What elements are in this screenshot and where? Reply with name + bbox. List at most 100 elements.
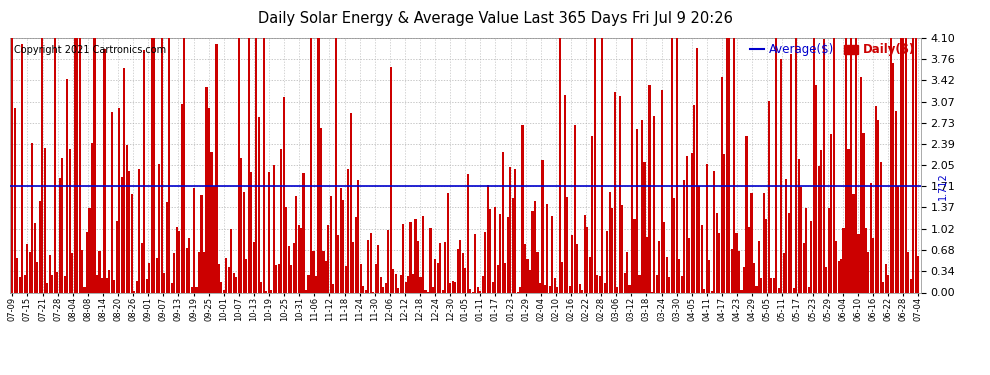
Bar <box>141 243 143 292</box>
Bar <box>892 63 894 292</box>
Bar <box>840 259 842 292</box>
Bar <box>676 38 678 292</box>
Bar <box>574 125 576 292</box>
Bar <box>175 228 177 292</box>
Bar <box>446 194 448 292</box>
Bar <box>621 205 623 292</box>
Bar <box>793 288 795 292</box>
Bar <box>111 112 113 292</box>
Bar <box>451 281 453 292</box>
Bar <box>532 211 534 292</box>
Bar <box>867 252 869 292</box>
Bar <box>188 238 190 292</box>
Bar <box>805 208 807 292</box>
Bar <box>773 278 775 292</box>
Bar <box>494 207 496 292</box>
Bar <box>81 251 83 292</box>
Bar <box>698 186 700 292</box>
Bar <box>795 38 797 292</box>
Bar <box>228 267 230 292</box>
Bar <box>407 276 409 292</box>
Bar <box>218 264 220 292</box>
Bar <box>103 48 106 292</box>
Bar <box>91 144 93 292</box>
Bar <box>121 177 123 292</box>
Bar <box>624 273 626 292</box>
Bar <box>696 48 698 292</box>
Bar <box>842 228 844 292</box>
Bar <box>668 277 670 292</box>
Bar <box>310 38 312 292</box>
Bar <box>870 183 872 292</box>
Bar <box>39 201 41 292</box>
Bar <box>430 228 432 292</box>
Bar <box>599 276 601 292</box>
Bar <box>548 286 551 292</box>
Bar <box>387 230 389 292</box>
Bar <box>629 285 631 292</box>
Bar <box>469 289 471 292</box>
Bar <box>733 38 736 292</box>
Bar <box>678 259 680 292</box>
Bar <box>134 291 136 292</box>
Bar <box>53 38 55 292</box>
Bar <box>395 274 397 292</box>
Bar <box>456 249 459 292</box>
Bar <box>198 252 200 292</box>
Bar <box>731 249 733 292</box>
Bar <box>768 100 770 292</box>
Bar <box>745 136 747 292</box>
Bar <box>338 236 340 292</box>
Text: Copyright 2021 Cartronics.com: Copyright 2021 Cartronics.com <box>15 45 166 55</box>
Bar <box>340 188 342 292</box>
Bar <box>295 196 297 292</box>
Bar <box>303 172 305 292</box>
Bar <box>845 38 847 292</box>
Bar <box>216 44 218 292</box>
Bar <box>257 117 259 292</box>
Bar <box>466 174 469 292</box>
Bar <box>614 92 616 292</box>
Bar <box>648 85 650 292</box>
Bar <box>362 286 364 292</box>
Bar <box>611 208 613 292</box>
Bar <box>153 38 155 292</box>
Bar <box>882 282 884 292</box>
Bar <box>828 208 830 292</box>
Bar <box>325 261 327 292</box>
Bar <box>203 252 205 292</box>
Bar <box>146 279 148 292</box>
Bar <box>11 38 14 292</box>
Bar <box>374 264 377 292</box>
Bar <box>168 38 170 292</box>
Bar <box>397 288 399 292</box>
Bar <box>798 159 800 292</box>
Bar <box>16 258 19 292</box>
Bar <box>402 224 404 292</box>
Bar <box>835 241 838 292</box>
Bar <box>529 270 531 292</box>
Bar <box>820 150 823 292</box>
Bar <box>272 165 275 292</box>
Bar <box>512 198 514 292</box>
Bar <box>604 282 606 292</box>
Bar <box>645 237 648 292</box>
Bar <box>170 283 172 292</box>
Bar <box>584 214 586 292</box>
Bar <box>586 226 588 292</box>
Bar <box>445 242 446 292</box>
Bar <box>808 287 810 292</box>
Bar <box>200 195 203 292</box>
Bar <box>148 262 150 292</box>
Bar <box>601 38 603 292</box>
Bar <box>114 280 116 292</box>
Bar <box>238 38 240 292</box>
Bar <box>742 267 745 292</box>
Bar <box>343 200 345 292</box>
Bar <box>706 164 708 292</box>
Bar <box>875 106 877 292</box>
Bar <box>738 252 741 292</box>
Bar <box>571 236 573 292</box>
Bar <box>267 172 269 292</box>
Bar <box>195 288 198 292</box>
